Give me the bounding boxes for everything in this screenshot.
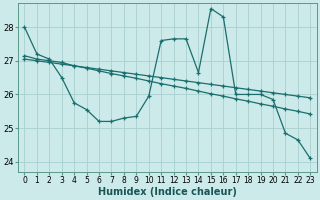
X-axis label: Humidex (Indice chaleur): Humidex (Indice chaleur) <box>98 187 237 197</box>
